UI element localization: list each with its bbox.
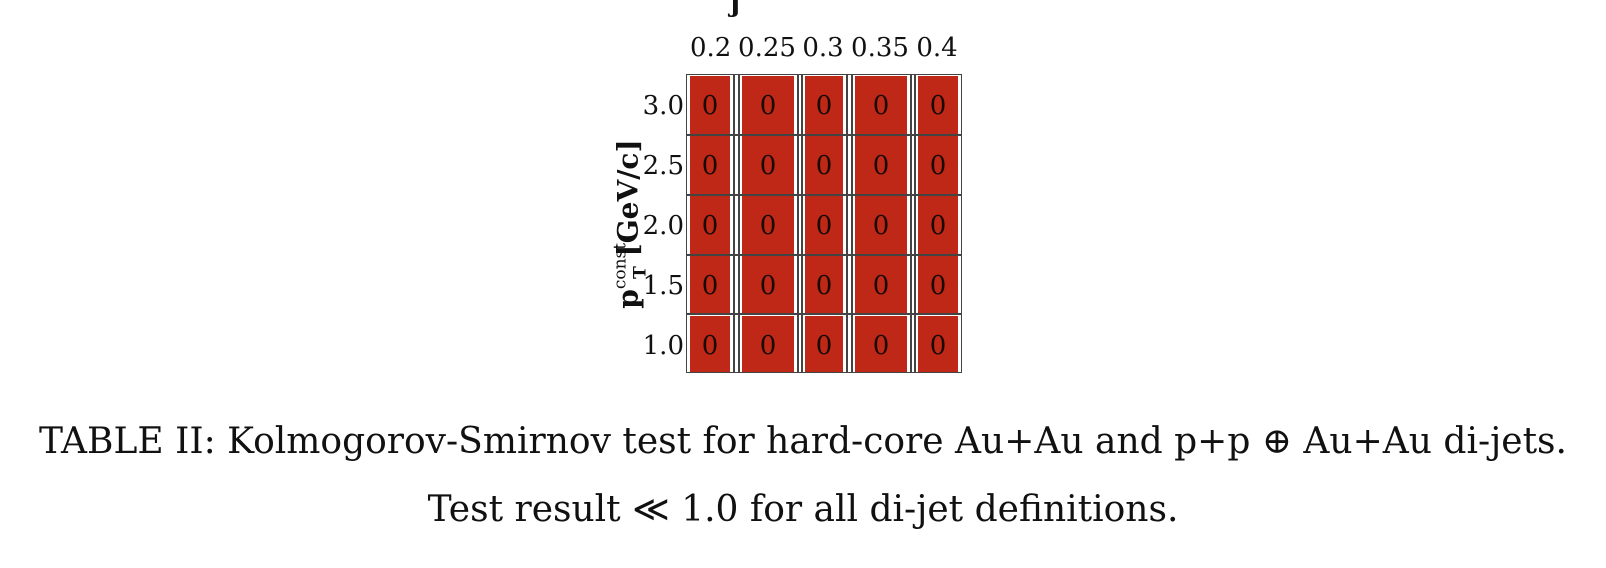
table-cell: 0 <box>690 136 730 194</box>
grid-line <box>797 74 799 373</box>
column-header: 0.35 <box>851 33 909 63</box>
table-cell: 0 <box>805 316 843 372</box>
table-cell: 0 <box>690 76 730 134</box>
clipped-heading-fragment: j <box>730 0 741 18</box>
table-cell: 0 <box>918 196 958 254</box>
table-cell: 0 <box>918 136 958 194</box>
grid-line <box>686 134 962 136</box>
table-cell: 0 <box>855 256 907 314</box>
table-cell: 0 <box>855 136 907 194</box>
table-cell: 0 <box>918 256 958 314</box>
row-header: 1.0 <box>642 331 684 361</box>
grid-line <box>851 74 853 373</box>
grid-line <box>686 313 962 315</box>
table-cell: 0 <box>918 316 958 372</box>
table-caption-line-2: Test result ≪ 1.0 for all di-jet definit… <box>427 489 1179 530</box>
table-caption-line-1: TABLE II: Kolmogorov-Smirnov test for ha… <box>39 421 1567 462</box>
row-header: 1.5 <box>642 271 684 301</box>
grid-line <box>686 254 962 256</box>
table-cell: 0 <box>805 136 843 194</box>
row-header: 2.0 <box>642 211 684 241</box>
table-cell: 0 <box>742 76 794 134</box>
table-cell: 0 <box>805 196 843 254</box>
table-cell: 0 <box>855 76 907 134</box>
table-frame <box>686 74 962 373</box>
grid-line <box>910 74 912 373</box>
table-cell: 0 <box>805 256 843 314</box>
table-cell: 0 <box>690 256 730 314</box>
table-cell: 0 <box>855 196 907 254</box>
table-cell: 0 <box>742 316 794 372</box>
grid-line <box>738 74 740 373</box>
column-header: 0.4 <box>916 33 958 63</box>
grid-line <box>801 74 803 373</box>
table-cell: 0 <box>742 196 794 254</box>
column-header: 0.3 <box>802 33 844 63</box>
row-header: 2.5 <box>642 151 684 181</box>
column-header: 0.2 <box>690 33 732 63</box>
column-header: 0.25 <box>738 33 796 63</box>
grid-line <box>914 74 916 373</box>
table-cell: 0 <box>855 316 907 372</box>
table-cell: 0 <box>742 136 794 194</box>
table-cell: 0 <box>690 196 730 254</box>
table-cell: 0 <box>742 256 794 314</box>
table-cell: 0 <box>690 316 730 372</box>
grid-line <box>846 74 848 373</box>
table-cell: 0 <box>805 76 843 134</box>
grid-line <box>686 194 962 196</box>
table-cell: 0 <box>918 76 958 134</box>
row-header: 3.0 <box>642 91 684 121</box>
grid-line <box>733 74 735 373</box>
